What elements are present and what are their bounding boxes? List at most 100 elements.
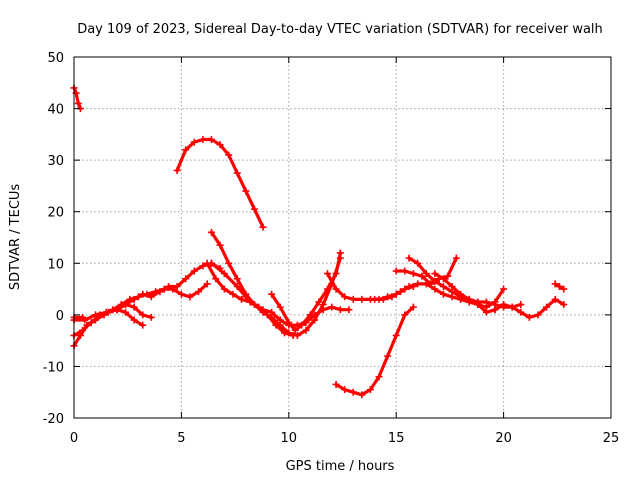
data-point bbox=[147, 293, 155, 301]
data-point bbox=[250, 205, 258, 213]
data-point bbox=[551, 295, 559, 303]
data-point bbox=[139, 290, 147, 298]
data-point bbox=[332, 285, 340, 293]
data-point bbox=[139, 311, 147, 319]
data-point bbox=[371, 295, 379, 303]
data-point bbox=[238, 295, 246, 303]
data-point bbox=[182, 146, 190, 154]
data-point bbox=[122, 308, 130, 316]
data-point bbox=[91, 311, 99, 319]
data-point bbox=[87, 319, 95, 327]
x-tick-label: 15 bbox=[388, 431, 405, 446]
data-point bbox=[508, 303, 516, 311]
x-axis-label: GPS time / hours bbox=[286, 459, 395, 474]
data-point bbox=[439, 282, 447, 290]
data-point bbox=[534, 311, 542, 319]
data-point bbox=[242, 187, 250, 195]
axis-ticks: 0 5 10 15 20 25 -20 -10 0 10 20 30 40 50 bbox=[43, 51, 620, 446]
data-point bbox=[190, 267, 198, 275]
data-point bbox=[431, 277, 439, 285]
data-point bbox=[551, 280, 559, 288]
data-point bbox=[431, 270, 439, 278]
data-point bbox=[392, 331, 400, 339]
data-point bbox=[139, 321, 147, 329]
data-point bbox=[560, 301, 568, 309]
data-point bbox=[182, 275, 190, 283]
data-point bbox=[233, 282, 241, 290]
data-point bbox=[401, 311, 409, 319]
y-tick-label: 20 bbox=[47, 206, 64, 221]
series-track-12 bbox=[323, 270, 417, 303]
data-point bbox=[220, 285, 228, 293]
data-point bbox=[500, 285, 508, 293]
data-point bbox=[186, 293, 194, 301]
series-line bbox=[209, 230, 342, 338]
data-point bbox=[336, 249, 344, 257]
data-point bbox=[491, 306, 499, 314]
series-track-13 bbox=[332, 303, 417, 399]
series-line bbox=[373, 282, 506, 309]
data-point bbox=[203, 280, 211, 288]
data-point bbox=[190, 138, 198, 146]
data-point bbox=[439, 275, 447, 283]
data-point bbox=[207, 228, 215, 236]
data-point bbox=[74, 99, 82, 107]
data-point bbox=[122, 301, 130, 309]
data-point bbox=[345, 306, 353, 314]
data-point bbox=[474, 298, 482, 306]
data-point bbox=[422, 270, 430, 278]
data-point bbox=[291, 326, 299, 334]
data-point bbox=[323, 270, 331, 278]
y-tick-label: -20 bbox=[43, 412, 64, 427]
data-point bbox=[349, 295, 357, 303]
data-point bbox=[130, 316, 138, 324]
data-point bbox=[268, 290, 276, 298]
data-point bbox=[276, 303, 284, 311]
series-line bbox=[175, 137, 265, 229]
data-point bbox=[319, 301, 327, 309]
data-point bbox=[525, 313, 533, 321]
y-tick-label: -10 bbox=[43, 360, 64, 375]
data-point bbox=[156, 288, 164, 296]
chart-title: Day 109 of 2023, Sidereal Day-to-day VTE… bbox=[77, 22, 603, 37]
data-point bbox=[328, 303, 336, 311]
data-point bbox=[220, 270, 228, 278]
data-point bbox=[341, 293, 349, 301]
data-point bbox=[259, 308, 267, 316]
series-track-01 bbox=[70, 84, 84, 113]
data-point bbox=[560, 285, 568, 293]
data-point bbox=[384, 352, 392, 360]
data-point bbox=[500, 301, 508, 309]
data-point bbox=[431, 285, 439, 293]
data-point bbox=[418, 272, 426, 280]
y-axis-label: SDTVAR / TECUs bbox=[8, 184, 23, 291]
data-point bbox=[358, 391, 366, 399]
data-point bbox=[427, 280, 435, 288]
data-point bbox=[165, 282, 173, 290]
data-point bbox=[341, 386, 349, 394]
data-point bbox=[199, 136, 207, 144]
data-point bbox=[147, 313, 155, 321]
data-point bbox=[409, 303, 417, 311]
series-line bbox=[209, 261, 351, 327]
data-point bbox=[233, 169, 241, 177]
data-point bbox=[315, 298, 323, 306]
data-point bbox=[543, 303, 551, 311]
series-line bbox=[334, 305, 415, 397]
data-point bbox=[409, 270, 417, 278]
data-point bbox=[79, 313, 87, 321]
data-point bbox=[306, 311, 314, 319]
series-track-06 bbox=[113, 301, 155, 321]
data-point bbox=[311, 316, 319, 324]
data-point bbox=[259, 223, 267, 231]
data-point bbox=[349, 388, 357, 396]
data-point bbox=[555, 282, 563, 290]
data-point bbox=[452, 254, 460, 262]
data-point bbox=[268, 313, 276, 321]
data-point bbox=[358, 295, 366, 303]
x-tick-label: 20 bbox=[495, 431, 512, 446]
data-point bbox=[195, 288, 203, 296]
data-point bbox=[332, 380, 340, 388]
data-point bbox=[250, 301, 258, 309]
